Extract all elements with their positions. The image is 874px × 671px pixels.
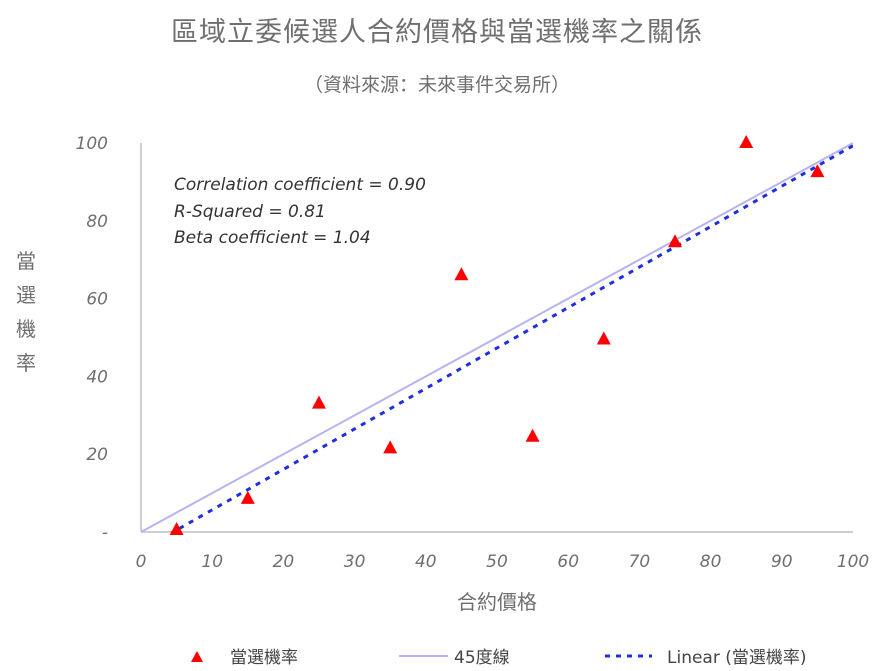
scatter-point <box>312 395 326 409</box>
scatter-point <box>668 234 682 248</box>
legend-label-scatter: 當選機率 <box>230 648 298 668</box>
y-tick-label: - <box>102 523 108 543</box>
y-tick-label: 40 <box>86 367 108 387</box>
x-tick-label: 100 <box>837 552 869 572</box>
y-tick-labels: - 20 40 60 80 100 <box>76 134 108 543</box>
y-tick-label: 100 <box>76 134 108 154</box>
y-tick-label: 60 <box>86 290 108 310</box>
series-lines <box>141 142 853 532</box>
x-tick-labels: 0 10 20 30 40 50 60 70 80 90 100 <box>136 552 870 572</box>
chart-title: 區域立委候選人合約價格與當選機率之關係 <box>171 17 703 48</box>
scatter-point <box>383 440 398 454</box>
legend-label-45-line: 45度線 <box>454 648 510 668</box>
scatter-point <box>596 331 611 345</box>
axes <box>140 143 853 533</box>
x-tick-label: 10 <box>201 552 223 572</box>
scatter-point <box>240 490 255 504</box>
chart-subtitle: （資料來源：未來事件交易所） <box>303 74 570 96</box>
x-tick-label: 90 <box>771 552 793 572</box>
y-axis-title: 當選機率 <box>16 249 36 375</box>
x-tick-label: 70 <box>629 552 651 572</box>
annotation-beta: Beta coefficient = 1.04 <box>174 228 371 248</box>
y-tick-label: 80 <box>86 212 108 232</box>
x-tick-label: 0 <box>136 552 147 572</box>
scatter-point <box>810 164 825 178</box>
line-45-degree <box>141 142 853 532</box>
series-points <box>169 135 825 536</box>
legend: 當選機率 45度線 Linear (當選機率) <box>191 648 807 668</box>
stats-annotations: Correlation coefficient = 0.90 R-Squared… <box>174 175 426 248</box>
scatter-point <box>169 522 184 536</box>
annotation-correlation: Correlation coefficient = 0.90 <box>174 175 426 195</box>
scatter-point <box>454 267 469 281</box>
x-tick-label: 20 <box>273 552 295 572</box>
trend-line-linear <box>170 144 853 532</box>
x-tick-label: 80 <box>700 552 722 572</box>
x-axis-title: 合約價格 <box>457 590 537 614</box>
legend-label-linear: Linear (當選機率) <box>667 648 807 668</box>
x-tick-label: 50 <box>486 552 508 572</box>
annotation-r-squared: R-Squared = 0.81 <box>174 202 326 222</box>
x-tick-label: 60 <box>557 552 579 572</box>
y-tick-label: 20 <box>86 445 108 465</box>
scatter-point <box>739 135 754 148</box>
legend-marker-scatter <box>191 651 203 662</box>
x-tick-label: 40 <box>415 552 437 572</box>
scatter-point <box>525 428 540 442</box>
x-tick-label: 30 <box>344 552 366 572</box>
